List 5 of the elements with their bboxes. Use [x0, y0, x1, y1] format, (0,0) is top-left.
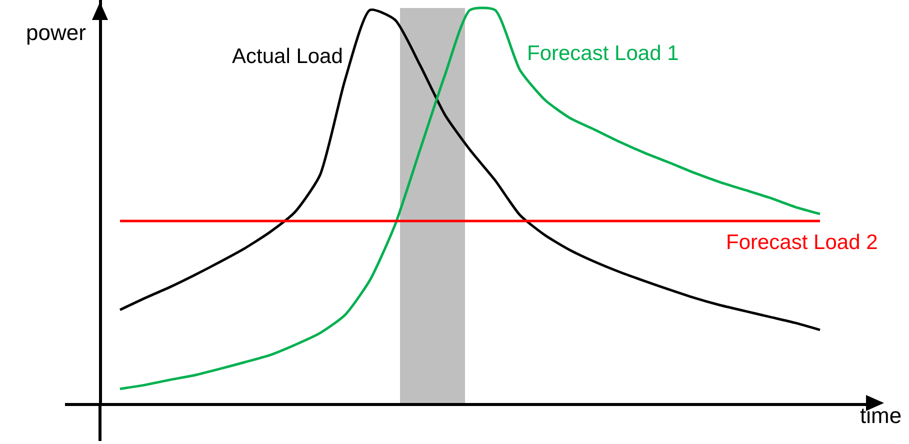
y-axis-title: power: [26, 20, 86, 45]
x-axis-title: time: [860, 403, 902, 428]
series-label: Forecast Load 2: [726, 231, 878, 254]
series-label: Actual Load: [232, 45, 343, 68]
series-label: Forecast Load 1: [527, 42, 679, 65]
